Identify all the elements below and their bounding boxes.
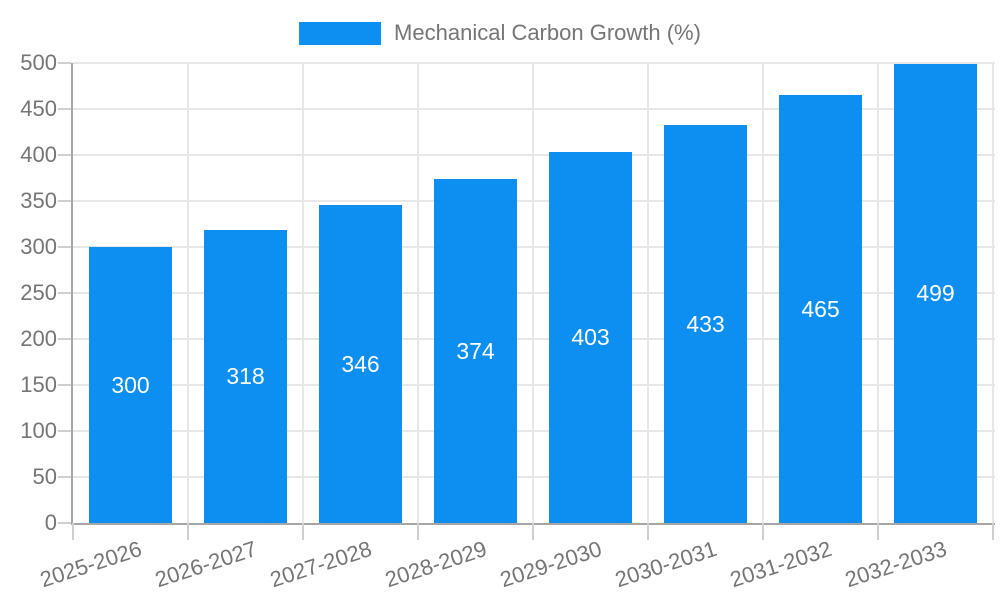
plot-area: 300 318 346 374 403 433 465 499 <box>58 62 995 540</box>
bar-2025-2026[interactable]: 300 <box>89 247 172 523</box>
horizontal-gridline <box>73 430 995 432</box>
bar-2031-2032[interactable]: 465 <box>779 95 862 523</box>
vertical-gridline <box>417 63 419 523</box>
y-axis-tick-label: 200 <box>20 326 57 351</box>
x-axis-tick <box>532 523 534 540</box>
y-axis-tick-label: 150 <box>20 372 57 397</box>
y-axis-tick <box>58 338 71 340</box>
bar-2027-2028[interactable]: 346 <box>319 205 402 523</box>
x-axis-category-label: 2031-2032 <box>726 536 835 593</box>
chart-legend[interactable]: Mechanical Carbon Growth (%) <box>299 20 701 46</box>
y-axis-tick-label: 500 <box>20 50 57 75</box>
y-axis-tick <box>58 246 71 248</box>
vertical-gridline <box>187 63 189 523</box>
y-axis-tick-label: 350 <box>20 188 57 213</box>
vertical-gridline <box>647 63 649 523</box>
horizontal-gridline <box>73 200 995 202</box>
y-axis-tick <box>58 384 71 386</box>
horizontal-gridline <box>73 62 995 64</box>
x-axis-category-label: 2030-2031 <box>611 536 720 593</box>
vertical-gridline <box>877 63 879 523</box>
y-axis-tick-label: 0 <box>44 510 57 535</box>
y-axis-tick <box>58 62 71 64</box>
y-axis-tick <box>58 108 71 110</box>
horizontal-gridline <box>73 154 995 156</box>
x-axis-tick <box>762 523 764 540</box>
horizontal-gridline <box>73 246 995 248</box>
y-axis-tick-label: 100 <box>20 418 57 443</box>
bar-2030-2031[interactable]: 433 <box>664 125 747 523</box>
vertical-gridline <box>992 63 994 523</box>
x-axis-tick <box>187 523 189 540</box>
x-axis-tick <box>417 523 419 540</box>
x-axis-tick <box>992 523 994 540</box>
x-axis-tick <box>72 523 74 540</box>
bar-value-label: 318 <box>226 363 265 389</box>
legend-label: Mechanical Carbon Growth (%) <box>394 20 701 45</box>
bar-value-label: 403 <box>571 324 610 350</box>
bar-value-label: 346 <box>341 350 380 377</box>
x-axis-tick <box>647 523 649 540</box>
x-axis-tick <box>302 523 304 540</box>
y-axis-tick <box>58 154 71 156</box>
bar-value-label: 465 <box>801 295 840 322</box>
y-axis-tick-label: 50 <box>32 464 57 489</box>
vertical-gridline <box>302 63 304 523</box>
bar-2032-2033[interactable]: 499 <box>894 64 977 523</box>
bar-2029-2030[interactable]: 403 <box>549 152 632 523</box>
x-axis-category-label: 2029-2030 <box>496 536 605 593</box>
bar-value-label: 433 <box>686 310 725 337</box>
x-axis-tick <box>877 523 879 540</box>
y-axis-tick-label: 250 <box>20 280 57 305</box>
x-axis-category-label: 2025-2026 <box>36 536 145 593</box>
y-axis-tick-label: 400 <box>20 142 57 167</box>
y-axis-tick <box>58 430 71 432</box>
y-axis-tick <box>58 200 71 202</box>
bar-2028-2029[interactable]: 374 <box>434 179 517 523</box>
horizontal-gridline <box>73 108 995 110</box>
y-axis-tick <box>58 292 71 294</box>
y-axis-tick-label: 450 <box>20 96 57 121</box>
y-axis-tick <box>58 476 71 478</box>
x-axis-category-label: 2032-2033 <box>841 536 950 593</box>
bar-2026-2027[interactable]: 318 <box>204 230 287 523</box>
plot-inner: 300 318 346 374 403 433 465 499 <box>58 62 995 540</box>
horizontal-gridline <box>73 292 995 294</box>
bar-value-label: 374 <box>456 337 495 364</box>
vertical-gridline <box>762 63 764 523</box>
vertical-gridline <box>532 63 534 523</box>
legend-swatch <box>299 21 382 45</box>
x-axis-category-label: 2028-2029 <box>381 536 490 593</box>
bar-value-label: 499 <box>916 280 955 306</box>
x-axis-category-label: 2026-2027 <box>151 536 260 593</box>
x-axis-category-label: 2027-2028 <box>266 536 375 593</box>
y-axis-tick-label: 300 <box>20 234 57 259</box>
y-axis-tick <box>58 522 71 524</box>
horizontal-gridline <box>73 384 995 386</box>
horizontal-gridline <box>73 338 995 340</box>
horizontal-gridline <box>73 476 995 478</box>
bar-value-label: 300 <box>111 371 150 398</box>
